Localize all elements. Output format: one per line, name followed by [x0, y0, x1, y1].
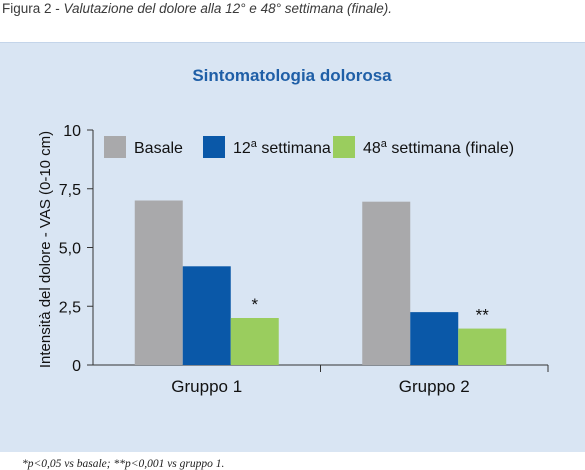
x-tick-label: Gruppo 2	[399, 377, 470, 396]
bar-week48-1	[230, 318, 279, 365]
legend-swatch	[203, 136, 225, 158]
bar-week12-2	[410, 312, 459, 365]
significance-marker: **	[476, 306, 490, 325]
legend-entry: 48a settimana (finale)	[363, 138, 514, 157]
significance-marker: *	[251, 295, 258, 314]
legend-swatch	[333, 136, 355, 158]
bar-week48-2	[458, 328, 507, 365]
y-tick-label: 7,5	[59, 182, 81, 199]
bar-chart: Sintomatologia dolorosa Intensità del dol…	[37, 66, 549, 396]
legend-swatch	[104, 136, 126, 158]
bar-week12-1	[182, 266, 231, 365]
y-tick-label: 2,5	[59, 299, 81, 316]
figure-caption: Figura 2 - Valutazione del dolore alla 1…	[2, 1, 392, 16]
legend-entry: 12a settimana	[233, 138, 331, 157]
y-tick-label: 10	[63, 123, 81, 140]
y-axis-label: Intensità del dolore - VAS (0-10 cm)	[37, 131, 54, 368]
chart-footnote: *p<0,05 vs basale; **p<0,001 vs gruppo 1…	[22, 458, 225, 470]
figure-caption-text: Valutazione del dolore alla 12° e 48° se…	[63, 1, 393, 16]
y-tick-label: 5,0	[59, 241, 81, 258]
chart-panel: Sintomatologia dolorosa Intensità del dol…	[0, 42, 585, 470]
figure-caption-separator: -	[51, 1, 64, 16]
legend-entry: Basale	[134, 140, 183, 157]
bar-basale-2	[362, 201, 411, 365]
chart-title: Sintomatologia dolorosa	[192, 66, 392, 85]
bar-basale-1	[134, 200, 183, 365]
x-tick-label: Gruppo 1	[171, 377, 242, 396]
y-tick-label: 0	[72, 358, 81, 375]
figure-label: Figura 2	[2, 1, 52, 16]
